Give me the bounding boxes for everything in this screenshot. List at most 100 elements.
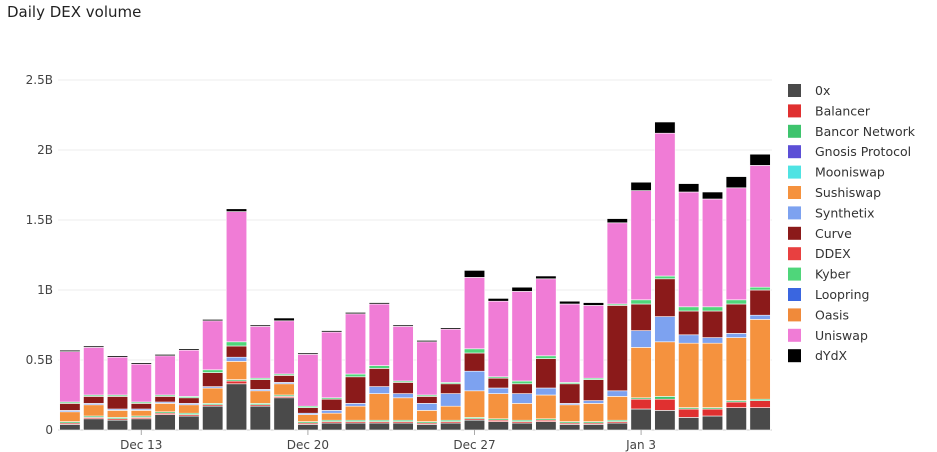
bar-segment[interactable] — [202, 405, 224, 431]
bar-segment[interactable] — [368, 365, 390, 369]
legend-item[interactable]: Uniswap — [788, 328, 868, 343]
bar-segment[interactable] — [654, 398, 676, 411]
bar-segment[interactable] — [106, 410, 129, 418]
bar-segment[interactable] — [511, 393, 533, 404]
legend-item[interactable]: Balancer — [788, 103, 871, 118]
bar-segment[interactable] — [225, 361, 248, 380]
bar-segment[interactable] — [249, 379, 271, 390]
bar-segment[interactable] — [725, 337, 747, 401]
legend-item[interactable]: Synthetix — [788, 205, 875, 220]
bar-segment[interactable] — [701, 408, 724, 417]
bar-segment[interactable] — [749, 165, 771, 288]
legend-item[interactable]: dYdX — [788, 348, 848, 363]
bar-segment[interactable] — [178, 415, 200, 431]
bar-segment[interactable] — [701, 191, 724, 200]
bar-segment[interactable] — [701, 310, 724, 338]
bar-segment[interactable] — [749, 319, 771, 400]
bar-segment[interactable] — [535, 355, 557, 359]
bar-segment[interactable] — [559, 424, 581, 431]
bar-segment[interactable] — [297, 407, 319, 414]
bar-segment[interactable] — [202, 387, 224, 404]
bar-segment[interactable] — [392, 382, 414, 394]
bar-segment[interactable] — [749, 314, 771, 320]
bar-segment[interactable] — [630, 347, 652, 399]
bar-segment[interactable] — [249, 405, 271, 431]
bar-segment[interactable] — [154, 403, 176, 413]
legend-item[interactable]: DDEX — [788, 246, 851, 261]
legend-item[interactable]: Bancor Network — [788, 124, 916, 139]
bar-segment[interactable] — [297, 352, 319, 355]
bar-segment[interactable] — [344, 312, 367, 315]
bar-segment[interactable] — [630, 190, 652, 301]
bar-segment[interactable] — [273, 317, 295, 322]
bar-segment[interactable] — [749, 153, 771, 166]
bar-segment[interactable] — [59, 349, 81, 352]
bar-segment[interactable] — [487, 421, 509, 431]
bar-segment[interactable] — [463, 419, 486, 431]
bar-segment[interactable] — [321, 330, 343, 333]
bar-segment[interactable] — [225, 208, 248, 212]
bar-segment[interactable] — [130, 403, 152, 410]
bar-segment[interactable] — [440, 383, 462, 394]
bar-segment[interactable] — [725, 333, 747, 338]
bar-segment[interactable] — [344, 376, 367, 404]
bar-segment[interactable] — [178, 348, 200, 351]
bar-segment[interactable] — [392, 422, 414, 431]
bar-segment[interactable] — [416, 424, 438, 431]
bar-segment[interactable] — [416, 340, 438, 343]
bar-segment[interactable] — [654, 316, 676, 343]
bar-segment[interactable] — [678, 342, 700, 408]
bar-segment[interactable] — [582, 424, 605, 431]
bar-segment[interactable] — [130, 363, 152, 403]
bar-segment[interactable] — [463, 348, 486, 354]
bar-segment[interactable] — [130, 418, 152, 431]
legend-item[interactable]: Kyber — [788, 267, 851, 282]
bar-segment[interactable] — [202, 320, 224, 371]
bar-segment[interactable] — [106, 396, 129, 410]
bar-segment[interactable] — [154, 355, 176, 396]
bar-segment[interactable] — [606, 222, 628, 305]
bar-segment[interactable] — [368, 422, 390, 431]
bar-segment[interactable] — [511, 291, 533, 382]
bar-segment[interactable] — [178, 397, 200, 404]
bar-segment[interactable] — [535, 387, 557, 396]
bar-segment[interactable] — [654, 410, 676, 431]
bar-segment[interactable] — [654, 121, 676, 134]
bar-segment[interactable] — [701, 198, 724, 308]
bar-segment[interactable] — [321, 412, 343, 421]
bar-segment[interactable] — [559, 383, 581, 404]
bar-segment[interactable] — [725, 401, 747, 408]
bar-segment[interactable] — [178, 404, 200, 414]
bar-segment[interactable] — [321, 410, 343, 414]
bar-segment[interactable] — [225, 380, 248, 385]
bar-segment[interactable] — [463, 352, 486, 372]
bar-segment[interactable] — [83, 345, 105, 348]
bar-segment[interactable] — [321, 422, 343, 431]
bar-segment[interactable] — [440, 422, 462, 431]
bar-segment[interactable] — [749, 400, 771, 408]
bar-segment[interactable] — [368, 302, 390, 305]
bar-segment[interactable] — [59, 351, 81, 403]
bar-segment[interactable] — [392, 397, 414, 421]
bar-segment[interactable] — [559, 303, 581, 383]
bar-segment[interactable] — [344, 313, 367, 375]
bar-segment[interactable] — [106, 356, 129, 396]
bar-segment[interactable] — [511, 383, 533, 394]
bar-segment[interactable] — [630, 303, 652, 331]
bar-segment[interactable] — [582, 379, 605, 401]
legend-item[interactable]: Curve — [788, 226, 852, 241]
bar-segment[interactable] — [392, 393, 414, 399]
bar-segment[interactable] — [225, 345, 248, 358]
bar-segment[interactable] — [678, 408, 700, 418]
legend-item[interactable]: Gnosis Protocol — [788, 144, 911, 159]
bar-segment[interactable] — [202, 369, 224, 373]
bar-segment[interactable] — [273, 383, 295, 396]
bar-segment[interactable] — [83, 396, 105, 404]
bar-segment[interactable] — [368, 368, 390, 387]
bar-segment[interactable] — [416, 410, 438, 422]
bar-segment[interactable] — [440, 328, 462, 383]
legend-item[interactable]: Mooniswap — [788, 165, 885, 180]
bar-segment[interactable] — [654, 341, 676, 397]
legend-item[interactable]: 0x — [788, 83, 830, 98]
bar-segment[interactable] — [392, 324, 414, 327]
